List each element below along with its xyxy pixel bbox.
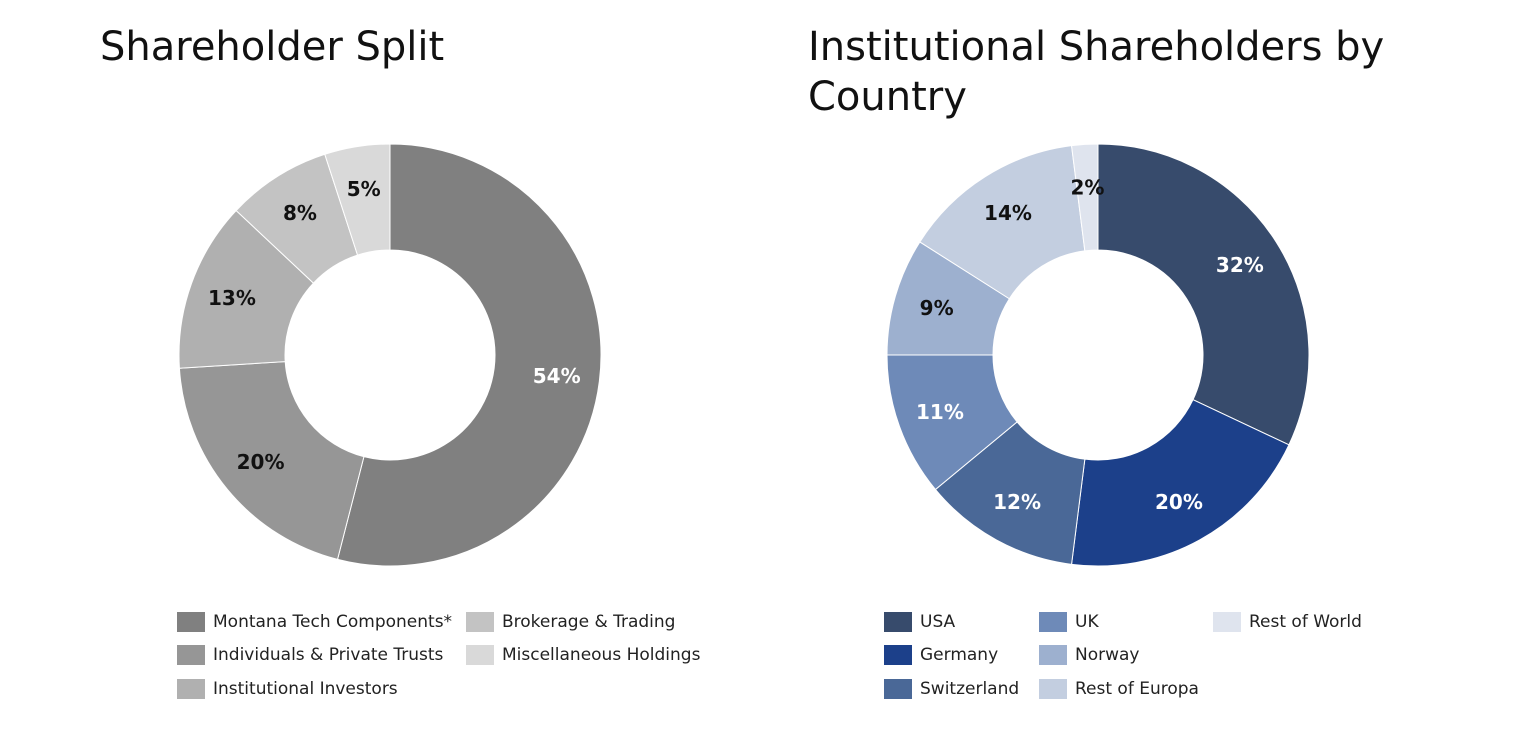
legend-label: Rest of Europa: [1075, 679, 1199, 699]
country-split-donut: 32% 20% 12% 11% 9% 14% 2%: [886, 143, 1310, 567]
data-label-individuals-private-trusts: 20%: [237, 450, 285, 474]
legend-swatch: [884, 679, 912, 699]
data-label-usa: 32%: [1216, 253, 1264, 277]
slice-rest-of-europa: [919, 145, 1086, 300]
legend-label: UK: [1075, 612, 1099, 632]
slice-germany: [1070, 399, 1290, 567]
legend-item-rest-of-world: Rest of World: [1213, 611, 1362, 633]
chart-title: Shareholder Split: [100, 24, 445, 70]
legend-item-germany: Germany: [884, 644, 998, 666]
data-label-rest-of-europa: 14%: [984, 201, 1032, 225]
legend-swatch: [177, 612, 205, 632]
data-label-miscellaneous-holdings: 5%: [347, 177, 381, 201]
legend-item-brokerage-trading: Brokerage & Trading: [466, 611, 675, 633]
legend-swatch: [466, 612, 494, 632]
shareholder-split-panel: Shareholder Split 54% 20% 13% 8% 5% Montana …: [0, 0, 760, 741]
legend-label: USA: [920, 612, 956, 632]
legend-swatch: [466, 645, 494, 665]
legend-label: Brokerage & Trading: [502, 612, 676, 632]
slice-miscellaneous-holdings: [324, 143, 391, 256]
data-label-rest-of-world: 2%: [1070, 175, 1104, 199]
legend-swatch: [177, 645, 205, 665]
legend-item-rest-of-europa: Rest of Europa: [1039, 678, 1199, 700]
legend-label: Montana Tech Components*: [213, 612, 453, 632]
legend-label: Rest of World: [1249, 612, 1362, 632]
legend-item-switzerland: Switzerland: [884, 678, 1019, 700]
slice-individuals-private-trusts: [178, 361, 365, 560]
legend-swatch: [1039, 645, 1067, 665]
legend-swatch: [1039, 679, 1067, 699]
legend-swatch: [1039, 612, 1067, 632]
legend-label: Institutional Investors: [213, 679, 398, 699]
legend-swatch: [1213, 612, 1241, 632]
legend-label: Miscellaneous Holdings: [502, 645, 701, 665]
data-label-uk: 11%: [916, 400, 964, 424]
legend-label: Germany: [920, 645, 999, 665]
slice-montana-tech-components: [336, 143, 602, 567]
legend-item-usa: USA: [884, 611, 955, 633]
legend-swatch: [177, 679, 205, 699]
legend-label: Norway: [1075, 645, 1140, 665]
data-label-montana-tech-components: 54%: [533, 364, 581, 388]
legend-item-montana-tech-components: Montana Tech Components*: [177, 611, 452, 633]
data-label-institutional-investors: 13%: [208, 286, 256, 310]
data-label-brokerage-trading: 8%: [283, 201, 317, 225]
legend-item-norway: Norway: [1039, 644, 1140, 666]
chart-title: Institutional Shareholders by Country: [808, 24, 1385, 120]
legend-item-individuals-private-trusts: Individuals & Private Trusts: [177, 644, 443, 666]
legend-label: Individuals & Private Trusts: [213, 645, 444, 665]
legend-item-institutional-investors: Institutional Investors: [177, 678, 398, 700]
data-label-switzerland: 12%: [993, 490, 1041, 514]
legend-item-miscellaneous-holdings: Miscellaneous Holdings: [466, 644, 700, 666]
legend-item-uk: UK: [1039, 611, 1099, 633]
data-label-germany: 20%: [1155, 490, 1203, 514]
shareholder-split-donut: 54% 20% 13% 8% 5%: [178, 143, 602, 567]
legend-swatch: [884, 645, 912, 665]
data-label-norway: 9%: [920, 296, 954, 320]
slice-rest-of-world: [1070, 143, 1099, 252]
slice-usa: [1097, 143, 1310, 446]
legend-swatch: [884, 612, 912, 632]
institutional-by-country-panel: Institutional Shareholders by Country 32…: [760, 0, 1529, 741]
legend-label: Switzerland: [920, 679, 1020, 699]
